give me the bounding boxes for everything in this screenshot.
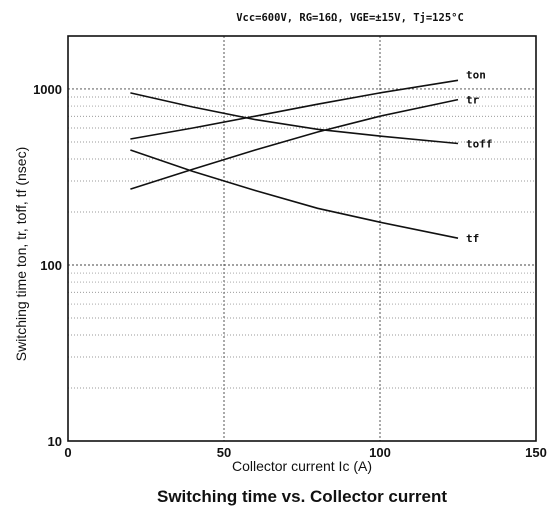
series-line-ton (130, 79, 459, 140)
x-tick-labels: 0 50 100 150 (64, 445, 546, 460)
series-lines (130, 79, 459, 239)
y-axis-label: Switching time ton, tr, toff, tf (nsec) (13, 147, 29, 362)
y-tick-label: 100 (40, 258, 62, 273)
series-label-tf: tf (466, 232, 479, 245)
series-labels: ton tr toff tf (466, 68, 493, 245)
series-label-ton: ton (466, 68, 486, 81)
y-tick-labels: 10 100 1000 (33, 82, 62, 449)
series-line-tr (130, 98, 459, 190)
x-tick-label: 0 (64, 445, 71, 460)
series-label-toff: toff (466, 138, 493, 151)
grid (68, 36, 536, 441)
x-axis-label: Collector current Ic (A) (232, 458, 372, 474)
chart-title: Switching time vs. Collector current (157, 487, 447, 506)
series-label-tr: tr (466, 94, 480, 107)
y-tick-label: 10 (48, 434, 62, 449)
y-tick-label: 1000 (33, 82, 62, 97)
x-tick-label: 100 (369, 445, 391, 460)
chart-conditions: Vcc=600V, RG=16Ω, VGE=±15V, Tj=125°C (236, 12, 464, 24)
series-line-toff (130, 92, 459, 145)
plot-frame (67, 35, 537, 442)
x-tick-label: 50 (217, 445, 231, 460)
x-tick-label: 150 (525, 445, 547, 460)
series-line-tf (130, 149, 459, 239)
